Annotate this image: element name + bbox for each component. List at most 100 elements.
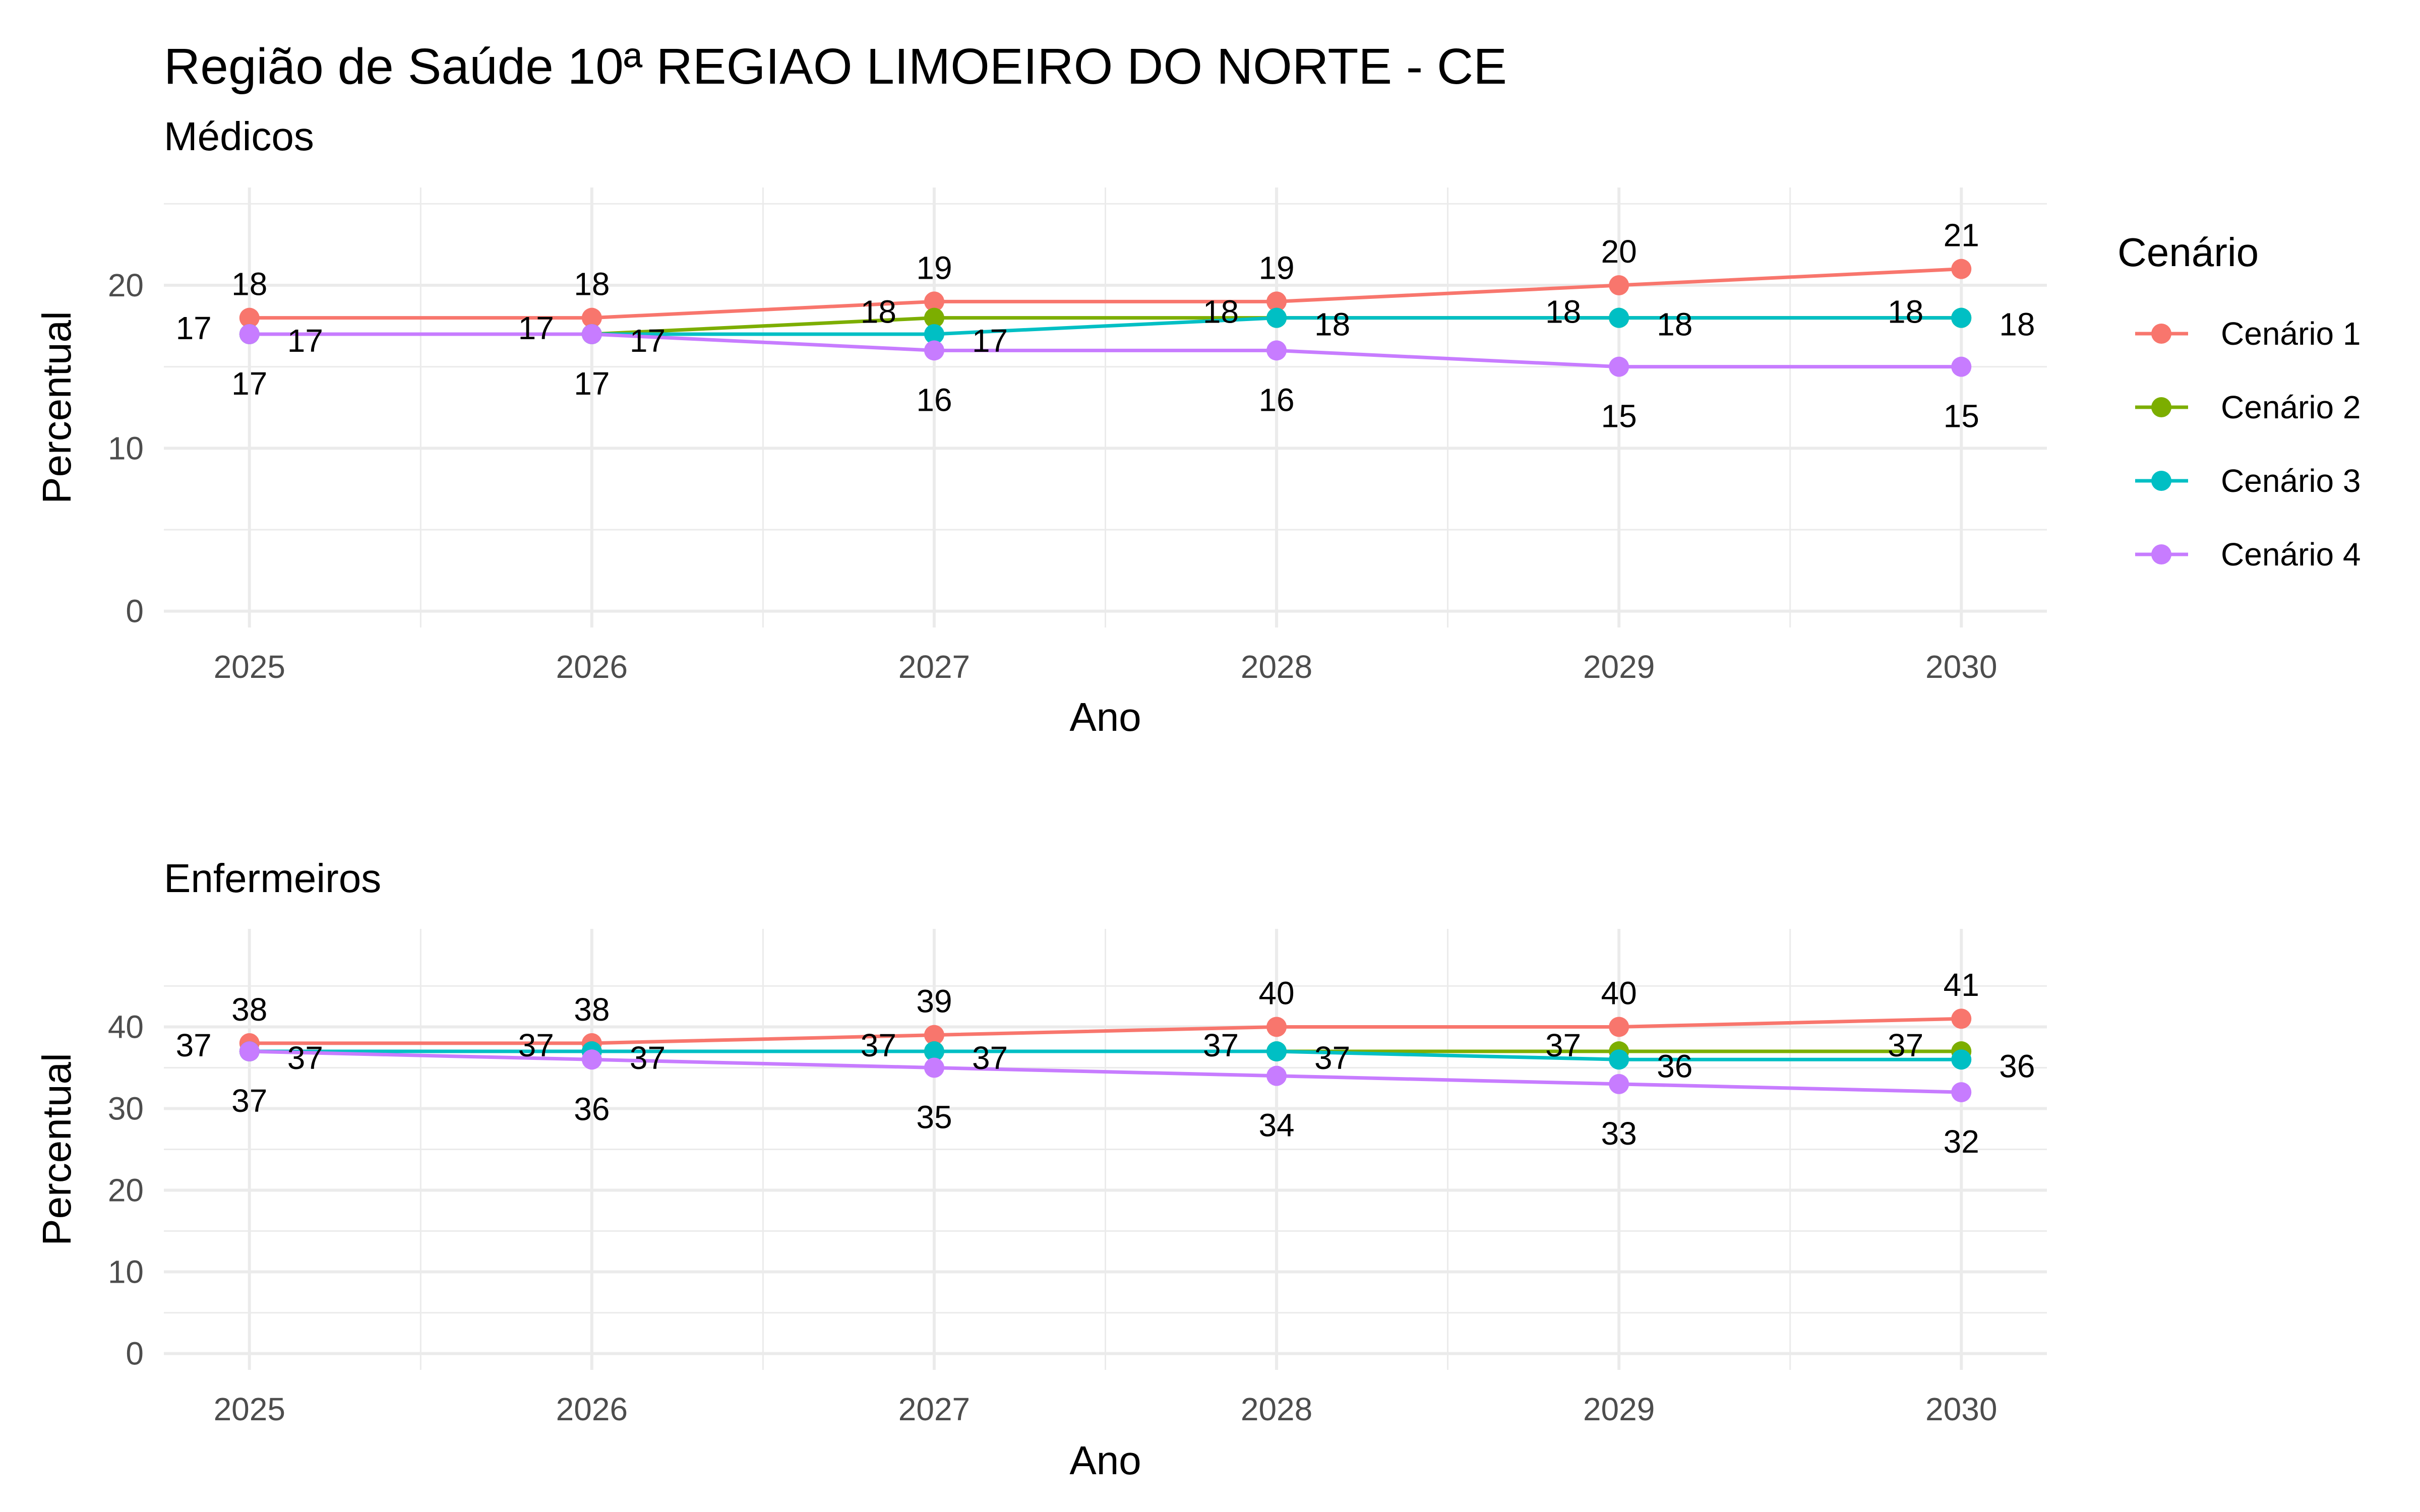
data-point-cenario-3 <box>924 324 944 344</box>
y-axis-title: Percentual <box>34 311 79 503</box>
data-label-cenario-4: 15 <box>1601 398 1637 434</box>
data-label-cenario-3: 37 <box>287 1040 323 1076</box>
data-point-cenario-4 <box>239 1041 260 1062</box>
y-tick-label: 30 <box>108 1090 144 1126</box>
data-point-cenario-4 <box>924 1057 944 1078</box>
legend-label-cenario-3: Cenário 3 <box>2221 463 2361 499</box>
data-point-cenario-4 <box>239 324 260 344</box>
data-label-cenario-4: 35 <box>916 1099 952 1135</box>
data-label-cenario-2: 37 <box>1888 1027 1923 1063</box>
data-label-cenario-3: 17 <box>972 323 1008 359</box>
data-label-cenario-2: 18 <box>1203 294 1239 330</box>
data-point-cenario-2 <box>924 307 944 328</box>
data-point-cenario-1 <box>1266 291 1287 312</box>
data-label-cenario-2: 18 <box>1888 294 1923 330</box>
data-label-cenario-3: 18 <box>1657 306 1692 343</box>
data-point-cenario-3 <box>924 1041 944 1062</box>
data-point-cenario-4 <box>1609 356 1629 377</box>
legend-label-cenario-2: Cenário 2 <box>2221 389 2361 425</box>
data-point-cenario-1 <box>1951 1009 1972 1029</box>
legend-label-cenario-4: Cenário 4 <box>2221 536 2361 573</box>
legend-key-point <box>2151 544 2171 564</box>
y-tick-label: 0 <box>126 593 144 629</box>
data-point-cenario-3 <box>1266 307 1287 328</box>
data-point-cenario-1 <box>924 1025 944 1045</box>
data-point-cenario-1 <box>239 307 260 328</box>
y-tick-label: 40 <box>108 1009 144 1045</box>
data-point-cenario-4 <box>1266 340 1287 361</box>
data-label-cenario-4: 16 <box>916 382 952 418</box>
data-label-cenario-4: 34 <box>1258 1107 1294 1144</box>
series-line-cenario-4 <box>249 332 1962 369</box>
data-label-cenario-2: 18 <box>1545 294 1581 330</box>
data-point-cenario-4 <box>1609 1074 1629 1094</box>
data-label-cenario-1: 40 <box>1258 975 1294 1011</box>
y-tick-label: 20 <box>108 1172 144 1209</box>
data-label-cenario-2: 18 <box>861 294 896 330</box>
x-tick-label: 2027 <box>898 649 970 685</box>
data-label-cenario-2: 17 <box>518 310 554 346</box>
data-label-cenario-3: 17 <box>287 323 323 359</box>
data-point-cenario-3 <box>1951 1049 1972 1070</box>
data-label-cenario-2: 17 <box>176 310 212 346</box>
data-label-cenario-3: 37 <box>1314 1040 1350 1076</box>
x-tick-label: 2026 <box>556 649 628 685</box>
data-label-cenario-3: 37 <box>630 1040 666 1076</box>
series-line-cenario-1 <box>249 267 1962 320</box>
data-point-cenario-1 <box>1609 1017 1629 1037</box>
data-label-cenario-1: 20 <box>1601 233 1637 270</box>
y-tick-label: 10 <box>108 430 144 466</box>
legend-key-point <box>2151 471 2171 491</box>
data-point-cenario-1 <box>581 307 602 328</box>
data-label-cenario-4: 37 <box>231 1083 267 1119</box>
data-point-cenario-4 <box>581 324 602 344</box>
data-label-cenario-4: 33 <box>1601 1115 1637 1152</box>
panel-subtitle: Enfermeiros <box>164 856 381 901</box>
chart-title: Região de Saúde 10ª REGIAO LIMOEIRO DO N… <box>164 38 1507 95</box>
data-label-cenario-4: 16 <box>1258 382 1294 418</box>
y-tick-label: 0 <box>126 1336 144 1372</box>
data-label-cenario-4: 36 <box>574 1091 610 1127</box>
panel-subtitle: Médicos <box>164 114 314 159</box>
panel-medicos: Médicos 0 10 20 2025 2026 2027 2028 2029 2030 Ano P… <box>34 114 2047 739</box>
legend: Cenário Cenário 1 Cenário 2 Cenário 3 Cenár… <box>2118 230 2361 573</box>
data-point-cenario-4 <box>924 340 944 361</box>
legend-label-cenario-1: Cenário 1 <box>2221 316 2361 352</box>
data-point-cenario-4 <box>581 1049 602 1070</box>
data-label-cenario-3: 17 <box>630 323 666 359</box>
data-label-cenario-4: 17 <box>231 365 267 402</box>
series-line-cenario-4 <box>249 1049 1962 1094</box>
data-label-cenario-1: 40 <box>1601 975 1637 1011</box>
x-axis-title: Ano <box>1069 695 1141 739</box>
data-point-cenario-1 <box>1951 259 1972 279</box>
y-tick-label: 20 <box>108 267 144 303</box>
x-tick-label: 2025 <box>214 649 285 685</box>
data-point-cenario-4 <box>1951 1082 1972 1103</box>
series-line-cenario-1 <box>249 1017 1962 1045</box>
y-axis-title: Percentual <box>34 1053 79 1245</box>
data-label-cenario-3: 18 <box>1314 306 1350 343</box>
data-label-cenario-2: 37 <box>518 1027 554 1063</box>
legend-key-point <box>2151 397 2171 417</box>
legend-key-point <box>2151 324 2171 344</box>
data-point-cenario-1 <box>1609 275 1629 295</box>
data-label-cenario-1: 18 <box>574 266 610 302</box>
x-tick-label: 2027 <box>898 1391 970 1427</box>
legend-title: Cenário <box>2118 230 2259 275</box>
data-label-cenario-3: 36 <box>1999 1048 2035 1084</box>
x-tick-label: 2029 <box>1583 1391 1655 1427</box>
x-tick-label: 2028 <box>1241 1391 1312 1427</box>
x-tick-label: 2025 <box>214 1391 285 1427</box>
data-label-cenario-3: 37 <box>972 1040 1008 1076</box>
data-label-cenario-4: 15 <box>1944 398 1979 434</box>
x-axis-title: Ano <box>1069 1438 1141 1483</box>
data-label-cenario-1: 38 <box>574 991 610 1028</box>
x-tick-label: 2030 <box>1925 1391 1997 1427</box>
data-label-cenario-1: 21 <box>1944 217 1979 254</box>
series-line-cenario-3 <box>249 1049 1962 1061</box>
data-point-cenario-3 <box>1951 307 1972 328</box>
y-tick-label: 10 <box>108 1254 144 1290</box>
data-label-cenario-2: 37 <box>1545 1027 1581 1063</box>
data-label-cenario-2: 37 <box>176 1027 212 1063</box>
